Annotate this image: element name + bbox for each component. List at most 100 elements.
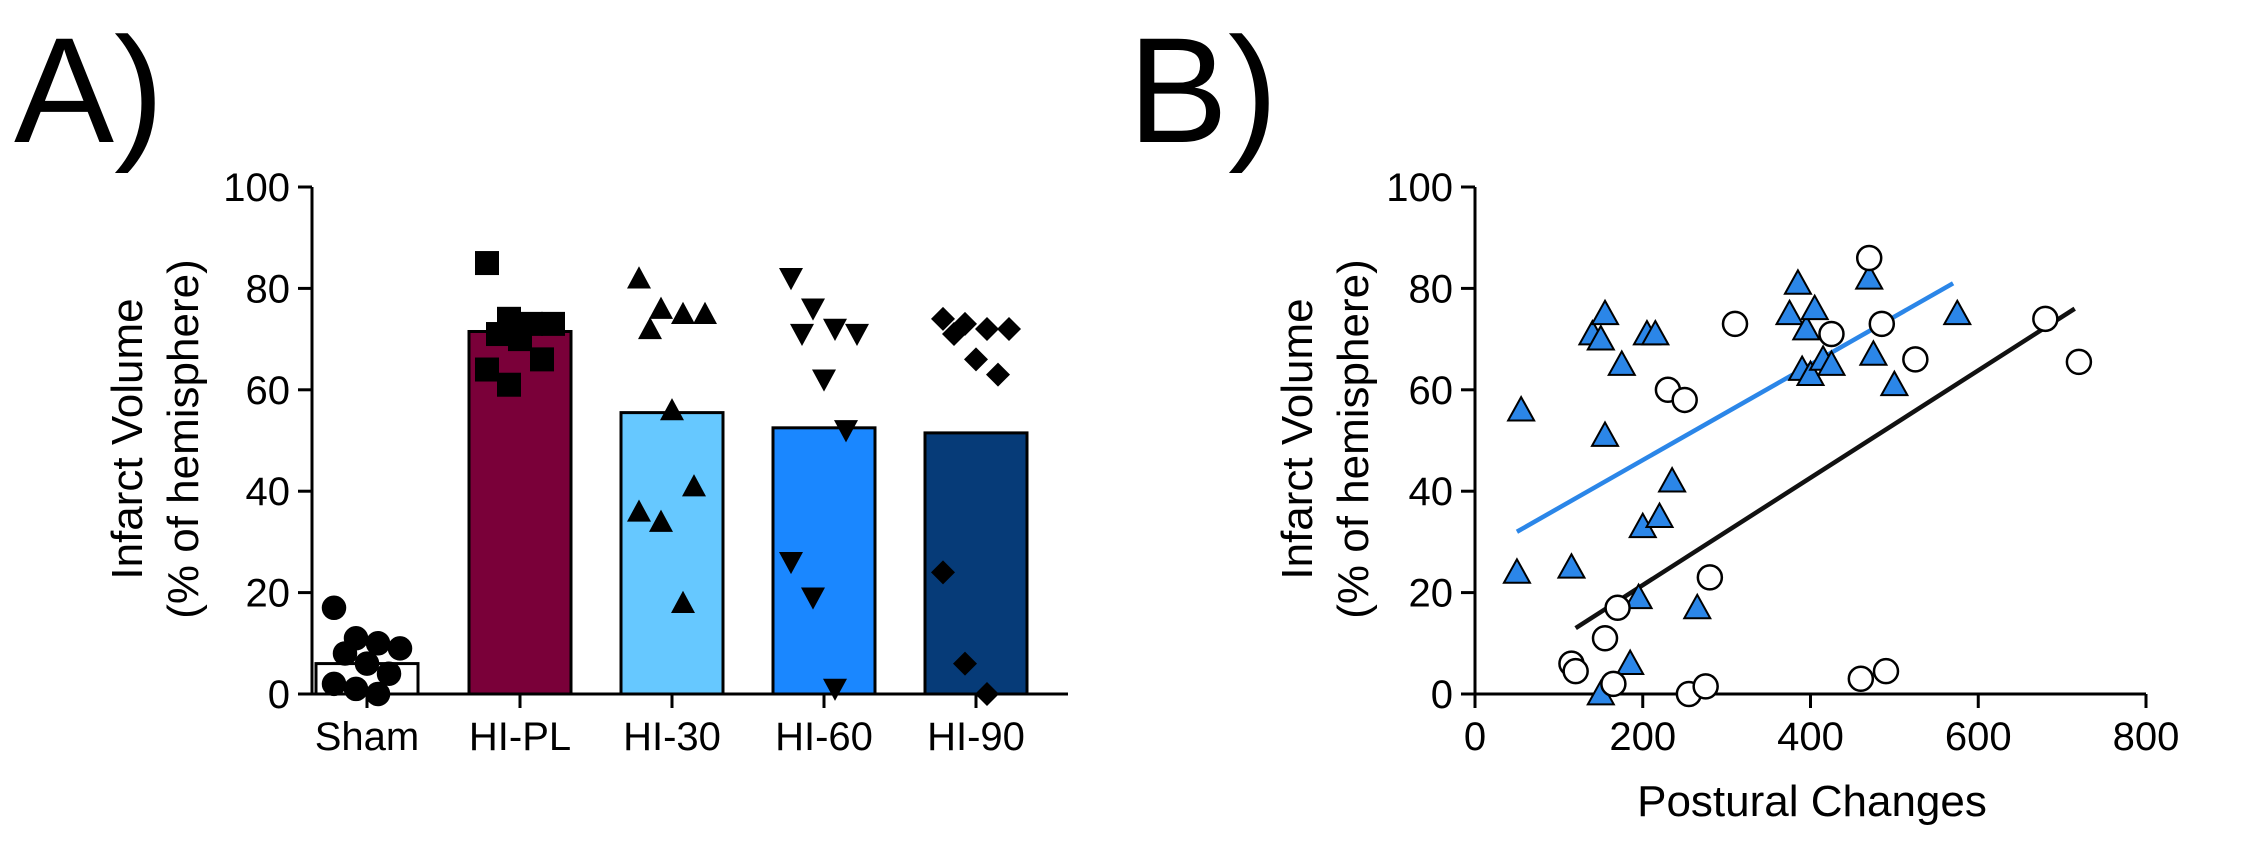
dot-hi-90 bbox=[931, 560, 955, 585]
dot-sham bbox=[365, 681, 391, 707]
open-circle-point bbox=[1692, 673, 1719, 700]
dot-hi-60 bbox=[834, 420, 858, 443]
dot-hi-60 bbox=[823, 318, 847, 341]
open-circle-point bbox=[1562, 657, 1589, 685]
dot-hi-90 bbox=[953, 651, 977, 676]
panel-a-plot: 0 20 40 60 80 100 Sham HI-PL HI-30 HI-60 HI-90 bbox=[223, 166, 1068, 759]
panel-b-y-tick-label: 60 bbox=[1409, 369, 1454, 413]
dot-hi-30 bbox=[627, 499, 651, 522]
panel-a-x-tick-label: Sham bbox=[315, 715, 420, 759]
triangle-point bbox=[1816, 349, 1847, 376]
dot-hi-60 bbox=[845, 323, 869, 347]
dot-hi-90 bbox=[986, 362, 1010, 387]
dot-hi-30 bbox=[627, 266, 651, 289]
panel-b-xlabel: Postural Changes bbox=[1637, 777, 1987, 826]
triangle-point bbox=[1783, 268, 1813, 295]
dot-hi-pl bbox=[475, 251, 499, 276]
dot-sham bbox=[332, 641, 358, 666]
dot-sham bbox=[376, 661, 402, 686]
triangle-point bbox=[1644, 501, 1675, 528]
panel-b-x-tick-label: 400 bbox=[1777, 715, 1844, 759]
dot-sham bbox=[321, 671, 347, 697]
triangle-point bbox=[1586, 324, 1616, 351]
open-circle-point bbox=[1868, 310, 1896, 338]
panel-a-label: A) bbox=[14, 6, 164, 174]
panel-a-x-tick-label: HI-PL bbox=[469, 715, 571, 759]
triangle-point bbox=[1795, 359, 1826, 386]
panel-b-x-tick-label: 600 bbox=[1945, 715, 2012, 759]
panel-b-y-tick-label: 100 bbox=[1386, 166, 1453, 210]
panel-a-y-tick-label: 0 bbox=[268, 673, 290, 717]
triangle-point bbox=[1942, 298, 1972, 326]
panel-b-y-tick-label: 0 bbox=[1431, 673, 1453, 717]
panel-a-y-tick-label: 20 bbox=[246, 572, 291, 616]
open-circle-point bbox=[1847, 665, 1875, 693]
open-circle-point bbox=[1671, 386, 1698, 414]
triangle-point bbox=[1682, 592, 1712, 620]
dot-hi-30 bbox=[693, 301, 717, 324]
open-circle-point bbox=[1872, 657, 1900, 685]
dot-hi-90 bbox=[975, 316, 999, 341]
open-circle-point bbox=[1600, 670, 1627, 698]
dot-sham bbox=[343, 676, 369, 702]
dot-sham bbox=[321, 595, 347, 621]
dot-sham bbox=[387, 636, 413, 661]
dot-hi-90 bbox=[931, 306, 955, 331]
dot-hi-60 bbox=[779, 551, 803, 575]
panel-b-ylabel-line1: Infarct Volume bbox=[1273, 298, 1322, 579]
panel-a-x-tick-label: HI-90 bbox=[927, 715, 1025, 759]
dot-hi-pl bbox=[530, 347, 554, 372]
panel-a-ylabel-line1: Infarct Volume bbox=[103, 298, 152, 579]
triangle-point bbox=[1657, 466, 1687, 493]
panel-b-y-tick-label: 40 bbox=[1409, 470, 1454, 514]
open-circle-point bbox=[1604, 594, 1631, 622]
dot-hi-pl bbox=[486, 322, 510, 347]
triangle-point bbox=[1556, 552, 1587, 579]
open-circle-point bbox=[2032, 305, 2059, 333]
dot-hi-60 bbox=[812, 369, 836, 392]
open-circle-point bbox=[1721, 310, 1749, 338]
open-circle-point bbox=[1855, 244, 1883, 272]
triangle-point bbox=[1502, 557, 1532, 584]
open-circle-point bbox=[1818, 320, 1845, 348]
bar-hi-90 bbox=[923, 431, 1029, 696]
dot-hi-pl bbox=[497, 372, 521, 397]
open-circle-point bbox=[1696, 564, 1724, 591]
panel-b-y-tick-label: 20 bbox=[1409, 572, 1454, 616]
dot-hi-60 bbox=[779, 268, 803, 291]
panel-a-y-tick-label: 100 bbox=[223, 166, 290, 210]
dot-hi-60 bbox=[801, 587, 825, 610]
dot-hi-pl bbox=[475, 357, 499, 382]
dot-sham bbox=[354, 651, 380, 676]
dot-hi-30 bbox=[649, 296, 673, 319]
panel-a-y-tick-label: 60 bbox=[246, 369, 291, 413]
triangle-point bbox=[1640, 318, 1671, 346]
dot-hi-90 bbox=[975, 682, 999, 706]
panel-a-y-tick-label: 40 bbox=[246, 470, 291, 514]
dot-hi-30 bbox=[638, 316, 662, 340]
panel-b-ylabel-line2: (% of hemisphere) bbox=[1329, 259, 1378, 618]
panel-a-x-tick-label: HI-30 bbox=[623, 715, 721, 759]
open-circle-point bbox=[2065, 348, 2093, 376]
triangle-point bbox=[1774, 298, 1805, 326]
triangle-point bbox=[1858, 339, 1889, 366]
dot-hi-60 bbox=[790, 323, 814, 347]
bar-hi-30 bbox=[619, 411, 725, 696]
dot-hi-30 bbox=[660, 398, 684, 421]
open-circle-point bbox=[1902, 346, 1929, 373]
panel-a-ylabel-line2: (% of hemisphere) bbox=[159, 259, 208, 618]
dot-hi-30 bbox=[682, 474, 706, 497]
dot-hi-30 bbox=[649, 509, 673, 532]
panel-b-plot: 0 20 40 60 80 100 0 200 400 600 800 bbox=[1386, 166, 2179, 759]
panel-b-label: B) bbox=[1128, 6, 1278, 174]
dot-hi-90 bbox=[964, 347, 988, 372]
triangle-point bbox=[1623, 582, 1654, 610]
dot-hi-60 bbox=[823, 678, 847, 701]
triangle-point bbox=[1590, 420, 1620, 447]
triangle-point bbox=[1879, 369, 1910, 397]
panel-b-x-tick-label: 200 bbox=[1609, 715, 1676, 759]
dot-sham bbox=[365, 631, 391, 656]
dot-hi-pl bbox=[508, 327, 532, 352]
